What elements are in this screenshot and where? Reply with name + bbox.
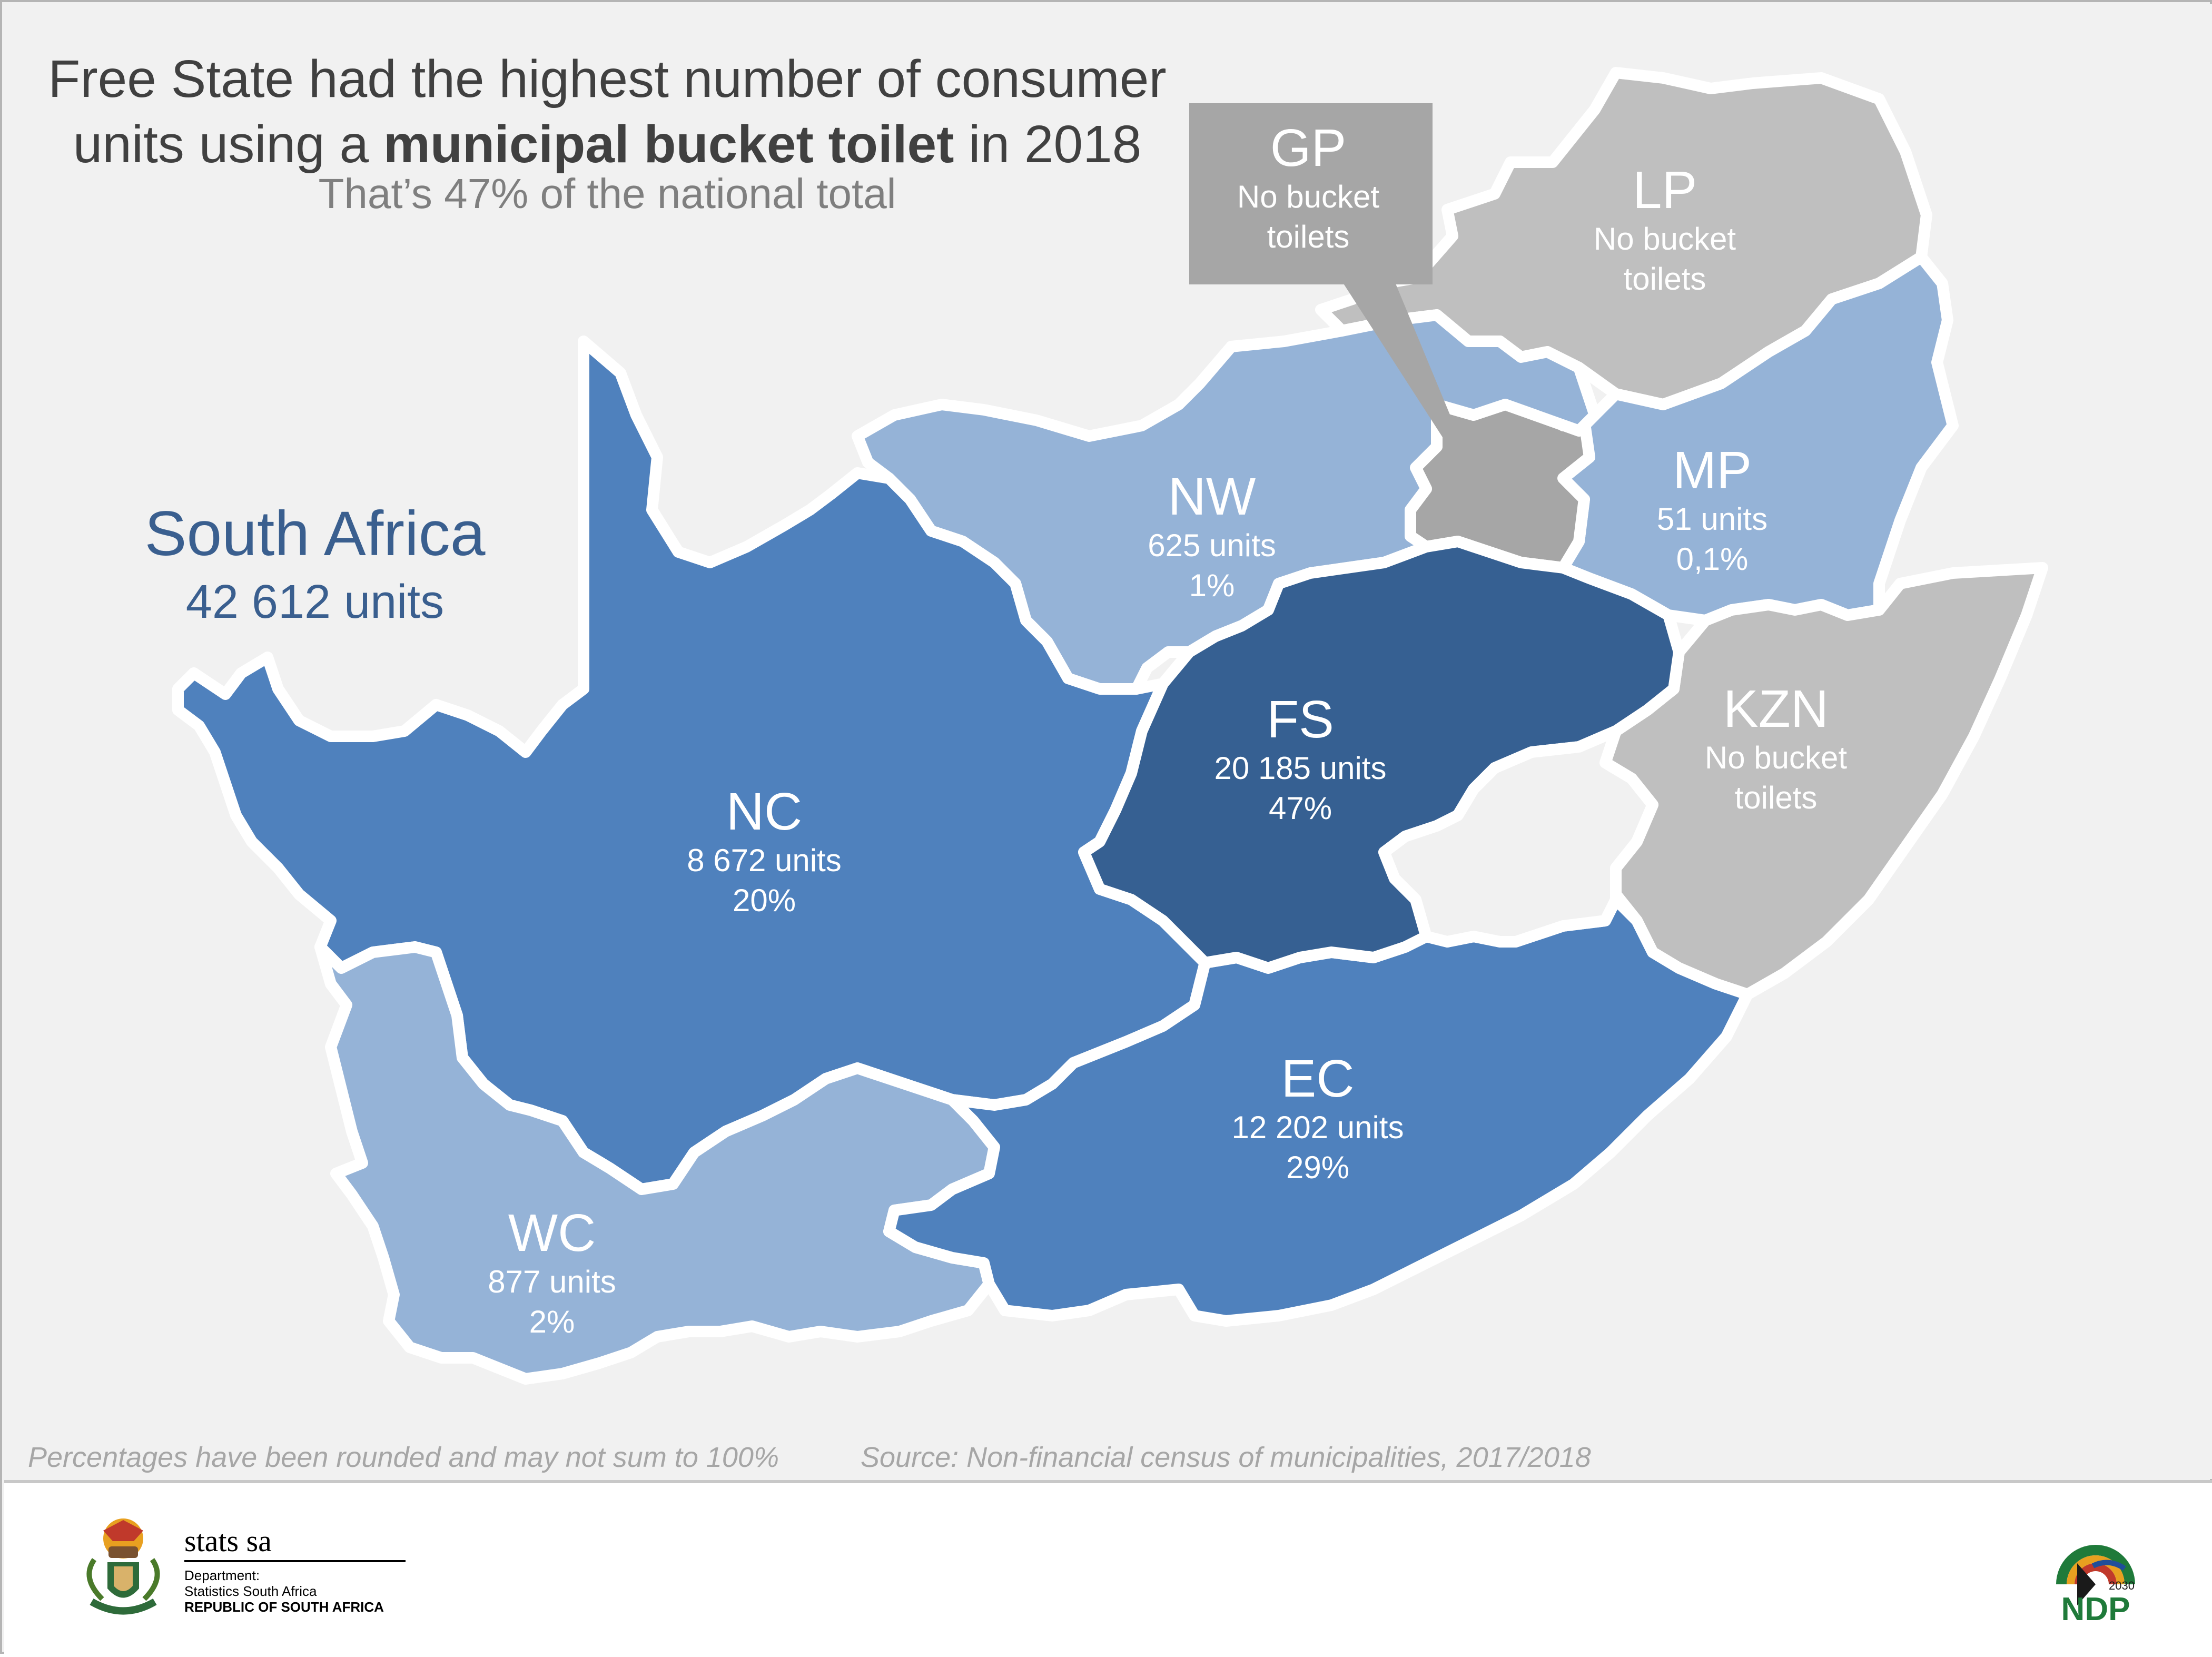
coat-of-arms-icon [86,1518,160,1615]
label-fs-share: 47% [1268,791,1332,826]
label-kzn-line1: No bucket [1704,740,1848,775]
label-nc-units: 8 672 units [687,843,842,878]
label-fs-code: FS [1267,690,1334,749]
label-kzn: KZN No bucket toilets [1705,680,1847,818]
label-gp: GP No bucket toilets [1237,119,1379,257]
stats-sa-brand: stats sa [184,1524,272,1558]
title-line-2: units using a municipal bucket toilet in… [41,112,1173,177]
org-line-2: Statistics South Africa [184,1583,317,1599]
label-mp: MP 51 units 0,1% [1657,441,1767,579]
gp-callout-pointer [1342,281,1489,510]
title-line-2-post: in 2018 [954,115,1142,174]
footer-panel [4,1480,2212,1657]
label-ec-units: 12 202 units [1231,1110,1404,1145]
country-name: South Africa [144,498,486,569]
stats-sa-logo [71,1510,413,1625]
label-wc-units: 877 units [488,1264,616,1299]
label-wc-share: 2% [529,1304,575,1339]
label-nc-share: 20% [732,883,796,918]
wordmark-divider [184,1560,406,1562]
title-line-2-pre: units using a [73,115,383,174]
ndp-text: NDP [2061,1591,2130,1626]
country-total-label: South Africa 42 612 units [144,497,485,634]
org-line-3: REPUBLIC OF SOUTH AFRICA [184,1599,384,1615]
label-fs: FS 20 185 units 47% [1214,691,1387,828]
label-gp-line1: No bucket [1237,179,1380,214]
lesotho-enclave [1378,725,1658,948]
label-lp-line1: No bucket [1593,221,1736,257]
label-kzn-line2: toilets [1734,780,1818,815]
label-lp: LP No bucket toilets [1594,161,1736,299]
label-wc-code: WC [508,1204,596,1263]
label-lp-line2: toilets [1623,261,1706,297]
label-nw-share: 1% [1189,568,1235,603]
label-mp-share: 0,1% [1676,541,1749,577]
label-nc-code: NC [726,782,803,841]
stats-sa-wordmark: stats sa Department: Statistics South Af… [184,1524,406,1615]
country-total: 42 612 units [185,576,445,628]
map-panel: Free State had the highest number of con… [4,4,2212,1479]
label-lp-code: LP [1632,161,1697,220]
label-ec-share: 29% [1286,1150,1350,1185]
label-wc: WC 877 units 2% [488,1204,616,1342]
province-map [172,67,2048,1385]
label-kzn-code: KZN [1723,679,1829,738]
title-line-1: Free State had the highest number of con… [48,50,1167,109]
gp-callout-box [1189,103,1433,284]
ndp-emblem-icon: 2030 NDP [2056,1545,2135,1628]
label-gp-line2: toilets [1267,219,1350,254]
ndp-2030-logo: 2030 NDP [2046,1526,2146,1628]
page-subtitle: That’s 47% of the national total [318,170,896,217]
label-nc: NC 8 672 units 20% [687,783,842,921]
label-fs-units: 20 185 units [1214,751,1387,786]
label-mp-units: 51 units [1656,501,1768,537]
label-mp-code: MP [1673,441,1752,500]
label-ec: EC 12 202 units 29% [1232,1050,1404,1188]
label-nw-units: 625 units [1148,528,1276,563]
org-line-1: Department: [184,1567,260,1583]
source-note: Source: Non-financial census of municipa… [861,1442,1591,1473]
page-title: Free State had the highest number of con… [41,46,1173,177]
label-nw: NW 625 units 1% [1148,468,1276,606]
label-nw-code: NW [1168,467,1256,526]
title-line-2-bold: municipal bucket toilet [383,115,954,174]
rounding-footnote: Percentages have been rounded and may no… [28,1442,779,1473]
label-gp-code: GP [1270,119,1347,177]
label-ec-code: EC [1281,1049,1355,1108]
ndp-year: 2030 [2109,1579,2135,1592]
